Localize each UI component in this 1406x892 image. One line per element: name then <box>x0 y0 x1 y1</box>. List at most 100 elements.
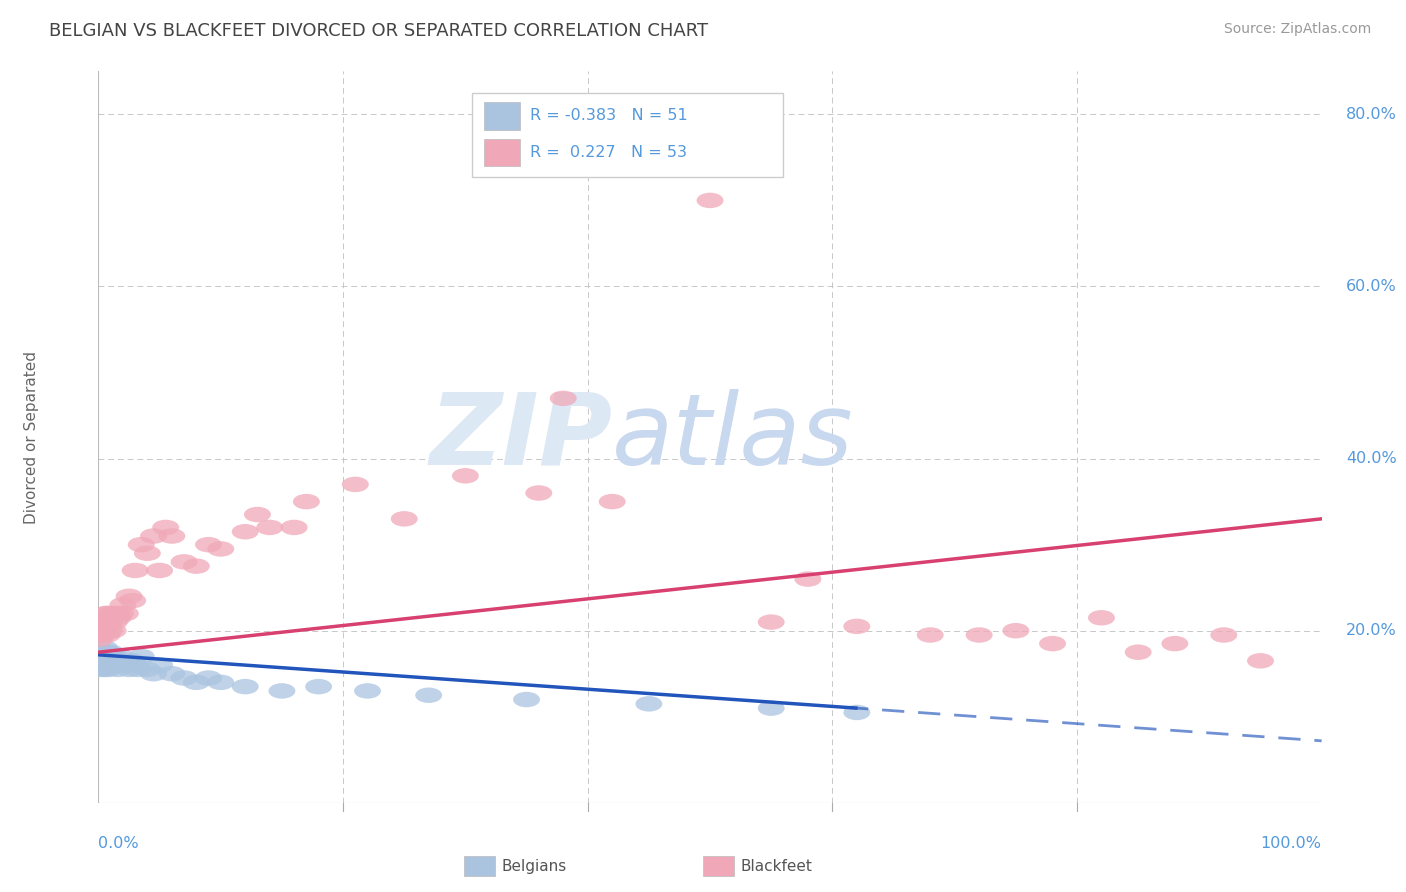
Ellipse shape <box>97 610 124 625</box>
Ellipse shape <box>758 615 785 630</box>
Ellipse shape <box>94 648 122 665</box>
Ellipse shape <box>91 623 118 639</box>
Ellipse shape <box>128 537 155 552</box>
Ellipse shape <box>107 606 134 621</box>
Ellipse shape <box>104 610 131 625</box>
Ellipse shape <box>207 674 235 690</box>
Ellipse shape <box>86 653 112 669</box>
Ellipse shape <box>195 537 222 552</box>
Ellipse shape <box>1039 636 1066 651</box>
FancyBboxPatch shape <box>484 102 520 130</box>
Ellipse shape <box>110 597 136 613</box>
Ellipse shape <box>98 653 125 669</box>
Ellipse shape <box>115 589 142 604</box>
Text: R = -0.383   N = 51: R = -0.383 N = 51 <box>530 108 688 123</box>
Text: atlas: atlas <box>612 389 853 485</box>
Ellipse shape <box>110 657 136 673</box>
Text: Source: ZipAtlas.com: Source: ZipAtlas.com <box>1223 22 1371 37</box>
Ellipse shape <box>103 606 131 621</box>
Ellipse shape <box>183 558 209 574</box>
Ellipse shape <box>93 648 120 665</box>
Ellipse shape <box>122 563 149 578</box>
Ellipse shape <box>550 391 576 406</box>
Ellipse shape <box>128 648 155 665</box>
Ellipse shape <box>120 653 146 669</box>
Ellipse shape <box>94 627 121 643</box>
Ellipse shape <box>195 670 222 686</box>
Ellipse shape <box>96 653 122 669</box>
Ellipse shape <box>90 648 117 665</box>
Ellipse shape <box>141 666 167 681</box>
Ellipse shape <box>89 615 115 630</box>
Ellipse shape <box>269 683 295 698</box>
Ellipse shape <box>758 700 785 716</box>
Ellipse shape <box>170 554 197 570</box>
Ellipse shape <box>1211 627 1237 643</box>
Ellipse shape <box>1125 644 1152 660</box>
Ellipse shape <box>281 520 308 535</box>
Ellipse shape <box>87 623 114 639</box>
Ellipse shape <box>94 653 121 669</box>
Ellipse shape <box>94 644 121 660</box>
Ellipse shape <box>89 644 115 660</box>
Ellipse shape <box>91 640 118 656</box>
Ellipse shape <box>90 657 117 673</box>
Ellipse shape <box>86 662 112 677</box>
Ellipse shape <box>1247 653 1274 669</box>
Ellipse shape <box>696 193 724 208</box>
Ellipse shape <box>966 627 993 643</box>
Ellipse shape <box>87 657 114 673</box>
Ellipse shape <box>94 662 122 677</box>
Ellipse shape <box>134 546 160 561</box>
Ellipse shape <box>245 507 271 523</box>
Ellipse shape <box>1002 623 1029 639</box>
Ellipse shape <box>87 648 114 665</box>
Ellipse shape <box>107 648 134 665</box>
Ellipse shape <box>96 648 122 665</box>
Text: 80.0%: 80.0% <box>1346 107 1398 122</box>
Ellipse shape <box>305 679 332 694</box>
Ellipse shape <box>93 606 120 621</box>
Ellipse shape <box>112 653 139 669</box>
Ellipse shape <box>91 662 118 677</box>
Ellipse shape <box>292 494 319 509</box>
Ellipse shape <box>97 657 124 673</box>
FancyBboxPatch shape <box>471 94 783 178</box>
Ellipse shape <box>599 494 626 509</box>
Ellipse shape <box>104 662 131 677</box>
Text: Divorced or Separated: Divorced or Separated <box>24 351 38 524</box>
Ellipse shape <box>124 662 150 677</box>
Ellipse shape <box>98 606 125 621</box>
Ellipse shape <box>120 593 146 608</box>
Ellipse shape <box>112 606 139 621</box>
Text: R =  0.227   N = 53: R = 0.227 N = 53 <box>530 145 688 160</box>
Ellipse shape <box>97 644 124 660</box>
Ellipse shape <box>391 511 418 526</box>
Ellipse shape <box>94 606 122 621</box>
Ellipse shape <box>100 657 127 673</box>
Ellipse shape <box>451 468 479 483</box>
Ellipse shape <box>152 520 179 535</box>
Ellipse shape <box>103 653 131 669</box>
Ellipse shape <box>159 528 186 544</box>
Text: 20.0%: 20.0% <box>1346 624 1396 638</box>
Ellipse shape <box>146 657 173 673</box>
Ellipse shape <box>91 653 118 669</box>
Ellipse shape <box>101 615 128 630</box>
Text: Belgians: Belgians <box>502 859 567 873</box>
Ellipse shape <box>94 615 122 630</box>
Text: 100.0%: 100.0% <box>1261 836 1322 851</box>
Ellipse shape <box>917 627 943 643</box>
Ellipse shape <box>415 688 441 703</box>
Ellipse shape <box>100 623 127 639</box>
Ellipse shape <box>86 632 112 647</box>
Ellipse shape <box>183 674 209 690</box>
Ellipse shape <box>141 528 167 544</box>
Ellipse shape <box>342 476 368 492</box>
Text: 0.0%: 0.0% <box>98 836 139 851</box>
FancyBboxPatch shape <box>484 138 520 167</box>
Ellipse shape <box>844 619 870 634</box>
Ellipse shape <box>89 627 115 643</box>
Text: 40.0%: 40.0% <box>1346 451 1396 467</box>
Ellipse shape <box>1088 610 1115 625</box>
